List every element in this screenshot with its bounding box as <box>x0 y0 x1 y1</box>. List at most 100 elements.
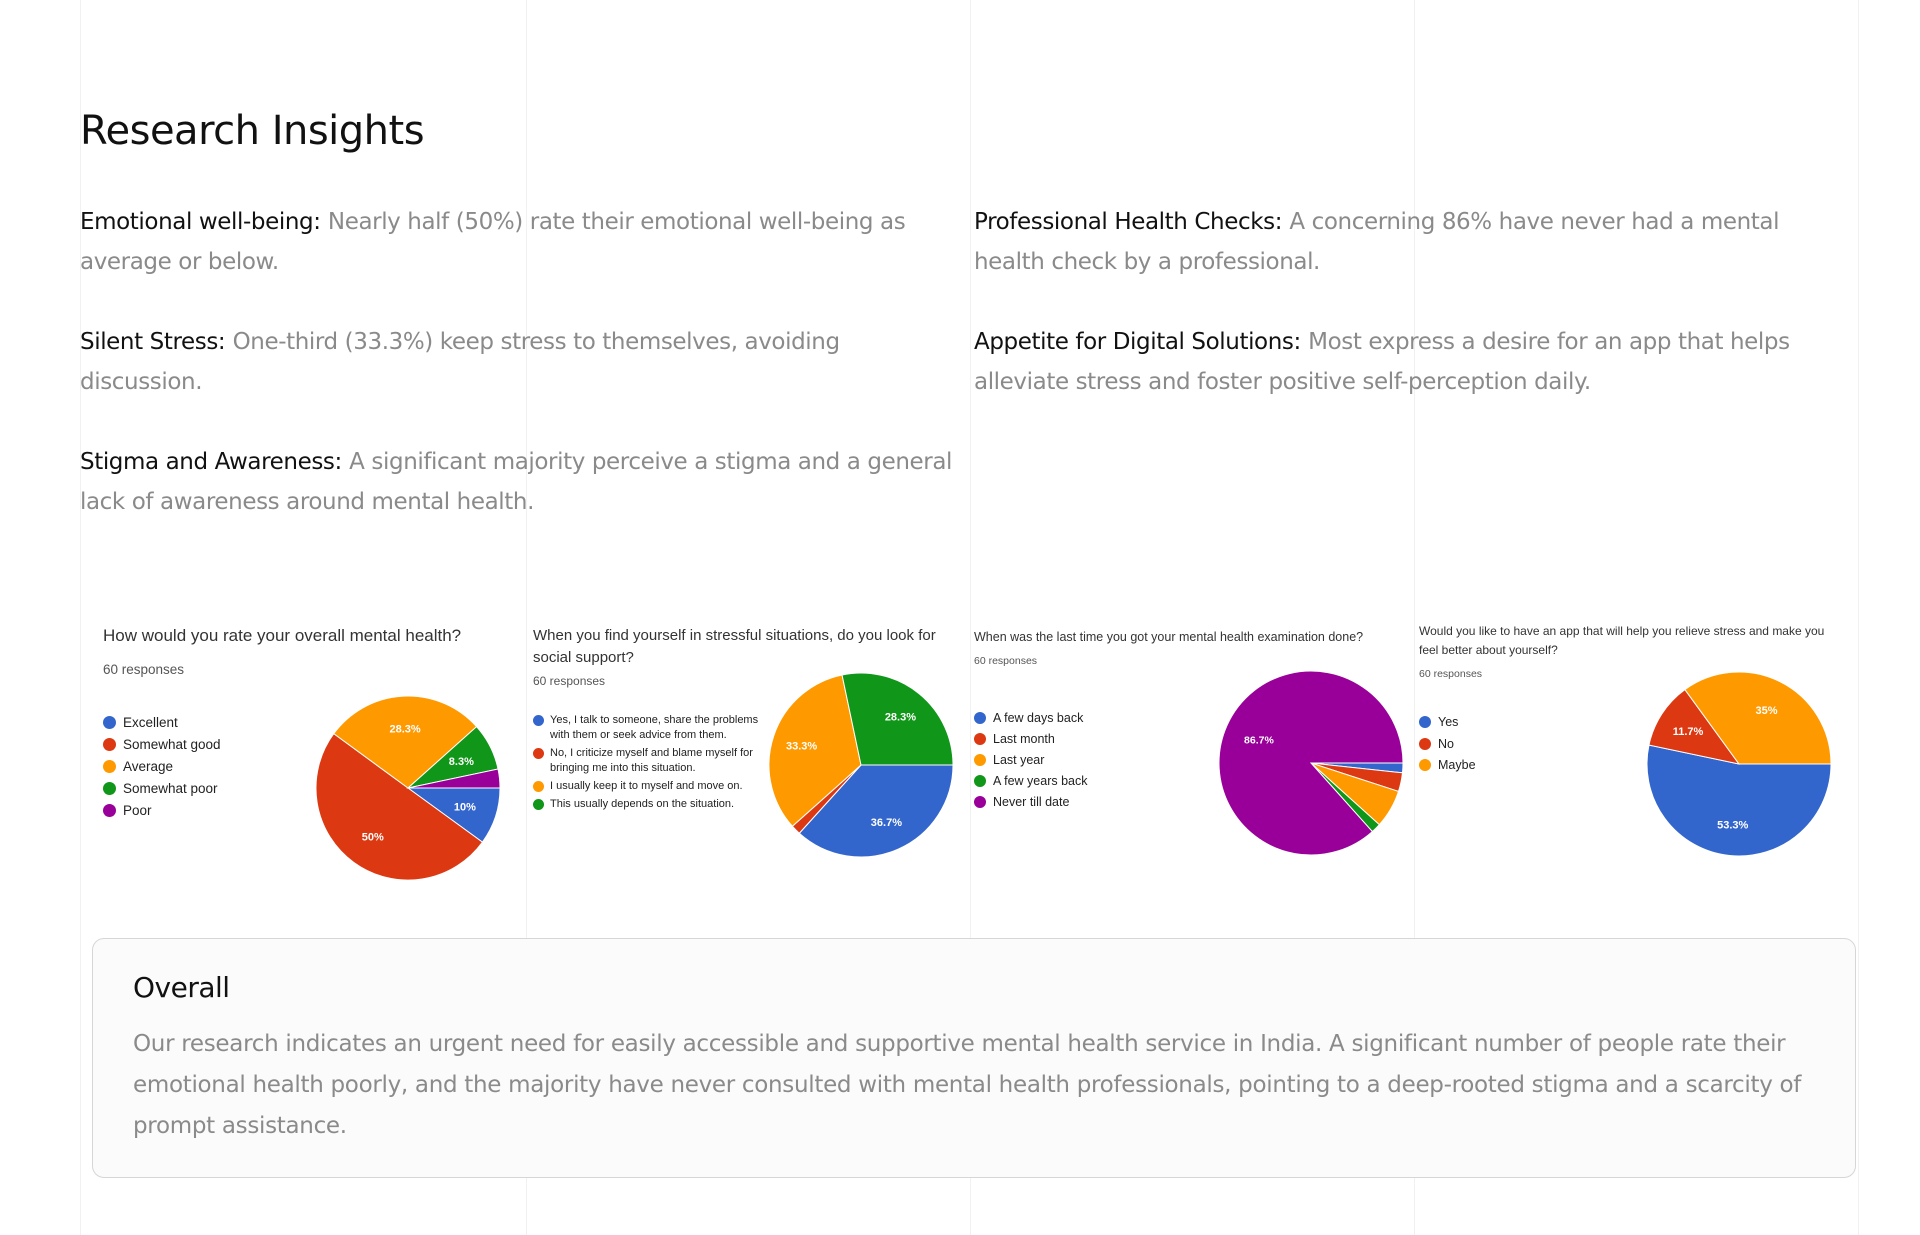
insight-text: Most express a desire for an app that he… <box>974 329 1790 395</box>
chart-response-count: 60 responses <box>1419 668 1483 680</box>
legend-item-this-usually-depends-on-the-situ: This usually depends on the situation. <box>533 797 768 812</box>
legend-item-excellent: Excellent <box>103 712 221 734</box>
legend-item-somewhat-poor: Somewhat poor <box>103 778 221 800</box>
legend-label: Last year <box>993 753 1045 767</box>
slice-value-label: 11.7% <box>1673 726 1704 738</box>
slice-value-label: 50% <box>362 831 384 843</box>
legend-item-yes-i-talk-to-someone-share-the-: Yes, I talk to someone, share the proble… <box>533 713 768 743</box>
legend-label: Last month <box>993 732 1055 746</box>
legend-label: No <box>1438 736 1454 751</box>
legend-label: This usually depends on the situation. <box>550 798 735 810</box>
legend-swatch <box>533 781 544 792</box>
chart-question: When was the last time you got your ment… <box>974 630 1364 644</box>
column-guide <box>970 0 971 1235</box>
slice-value-label: 53.3% <box>1717 819 1748 831</box>
pie-slice-poor <box>407 768 501 789</box>
legend-label: No, I criticize myself and blame myself … <box>550 747 753 774</box>
column-guide <box>1858 0 1859 1235</box>
insight-text: A concerning 86% have never had a mental… <box>974 209 1780 275</box>
pie-slice-i-usually-keep-it-to-myself-and- <box>768 674 862 827</box>
legend-swatch <box>533 799 544 810</box>
chart-response-count: 60 responses <box>533 674 606 688</box>
pie-plot: 53.3% 11.7% 35% <box>1646 671 1832 857</box>
pie-slice-this-usually-depends-on-the-situ <box>841 672 954 766</box>
pie-slice-yes <box>1646 744 1832 857</box>
chart-legend: Excellent Somewhat good Average Somewhat po… <box>103 712 221 822</box>
insight-silent-stress: Silent Stress: One-third (33.3%) keep st… <box>80 322 960 402</box>
legend-label: Yes, I talk to someone, share the proble… <box>550 714 759 741</box>
legend-swatch <box>1419 759 1431 771</box>
insight-label: Stigma and Awareness: <box>80 449 342 475</box>
legend-item-average: Average <box>103 756 221 778</box>
legend-label: Somewhat good <box>123 737 221 752</box>
column-guide <box>526 0 527 1235</box>
pie-slice-somewhat-good <box>315 732 484 881</box>
legend-item-yes: Yes <box>1419 712 1476 734</box>
chart-legend: Yes No Maybe <box>1419 712 1476 777</box>
chart-response-count: 60 responses <box>974 655 1038 667</box>
legend-swatch <box>103 804 116 817</box>
legend-item-last-month: Last month <box>974 729 1088 750</box>
insights-right-column: Professional Health Checks: A concerning… <box>974 202 1854 442</box>
overall-summary-card: Overall Our research indicates an urgent… <box>92 938 1856 1178</box>
chart-question: Would you like to have an app that will … <box>1419 624 1825 657</box>
insight-professional-health-checks: Professional Health Checks: A concerning… <box>974 202 1854 282</box>
insight-emotional-wellbeing: Emotional well-being: Nearly half (50%) … <box>80 202 960 282</box>
pie-slice-average <box>333 695 478 789</box>
pie-chart-overall-mental-health: How would you rate your overall mental h… <box>103 618 543 881</box>
legend-label: Poor <box>123 803 152 818</box>
slice-value-label: 36.7% <box>871 817 902 829</box>
column-guide <box>1414 0 1415 1235</box>
legend-label: A few years back <box>993 774 1088 788</box>
slice-value-label: 33.3% <box>786 740 817 752</box>
legend-item-i-usually-keep-it-to-myself-and-: I usually keep it to myself and move on. <box>533 779 768 794</box>
legend-item-never-till-date: Never till date <box>974 792 1088 813</box>
insight-label: Appetite for Digital Solutions: <box>974 329 1301 355</box>
legend-item-a-few-years-back: A few years back <box>974 771 1088 792</box>
legend-label: I usually keep it to myself and move on. <box>550 780 743 792</box>
pie-chart-app-interest: Would you like to have an app that will … <box>1419 618 1859 858</box>
legend-label: Maybe <box>1438 758 1476 772</box>
slice-value-label: 35% <box>1756 705 1778 717</box>
legend-item-a-few-days-back: A few days back <box>974 708 1088 729</box>
chart-question: How would you rate your overall mental h… <box>103 626 462 645</box>
legend-swatch <box>533 715 544 726</box>
slice-value-label: 86.7% <box>1244 735 1274 747</box>
insight-label: Silent Stress: <box>80 329 226 355</box>
insight-label: Emotional well-being: <box>80 209 321 235</box>
slice-value-label: 8.3% <box>449 756 474 768</box>
pie-slice-no <box>1648 688 1741 765</box>
chart-response-count: 60 responses <box>103 662 185 677</box>
pie-chart-last-examination: When was the last time you got your ment… <box>974 618 1414 858</box>
pie-plot: 36.7% 33.3% 28.3% <box>768 672 954 858</box>
legend-swatch <box>103 760 116 773</box>
legend-label: Excellent <box>123 715 178 730</box>
overall-heading: Overall <box>133 971 230 1004</box>
legend-item-no-i-criticize-myself-and-blame-: No, I criticize myself and blame myself … <box>533 746 768 776</box>
insight-digital-solutions: Appetite for Digital Solutions: Most exp… <box>974 322 1854 402</box>
insight-label: Professional Health Checks: <box>974 209 1283 235</box>
slice-value-label: 28.3% <box>885 711 916 723</box>
page-title: Research Insights <box>80 108 425 154</box>
legend-label: A few days back <box>993 711 1084 725</box>
pie-slice-never-till-date <box>1218 670 1404 856</box>
legend-swatch <box>103 716 116 729</box>
legend-swatch <box>103 782 116 795</box>
pie-chart-social-support: When you find yourself in stressful situ… <box>533 618 973 858</box>
legend-swatch <box>974 796 986 808</box>
legend-swatch <box>1419 716 1431 728</box>
chart-legend: A few days back Last month Last year A few … <box>974 708 1088 813</box>
insight-text: A significant majority perceive a stigma… <box>80 449 953 515</box>
legend-swatch <box>103 738 116 751</box>
legend-swatch <box>533 748 544 759</box>
legend-swatch <box>974 754 986 766</box>
legend-swatch <box>974 775 986 787</box>
legend-item-no: No <box>1419 734 1476 756</box>
legend-item-maybe: Maybe <box>1419 755 1476 777</box>
overall-text: Our research indicates an urgent need fo… <box>133 1031 1802 1139</box>
insights-left-column: Emotional well-being: Nearly half (50%) … <box>80 202 960 562</box>
pie-slice-yes-i-talk-to-someone-share-the- <box>798 764 954 858</box>
legend-item-somewhat-good: Somewhat good <box>103 734 221 756</box>
pie-slice-maybe <box>1684 671 1832 765</box>
slice-value-label: 10% <box>454 802 476 814</box>
